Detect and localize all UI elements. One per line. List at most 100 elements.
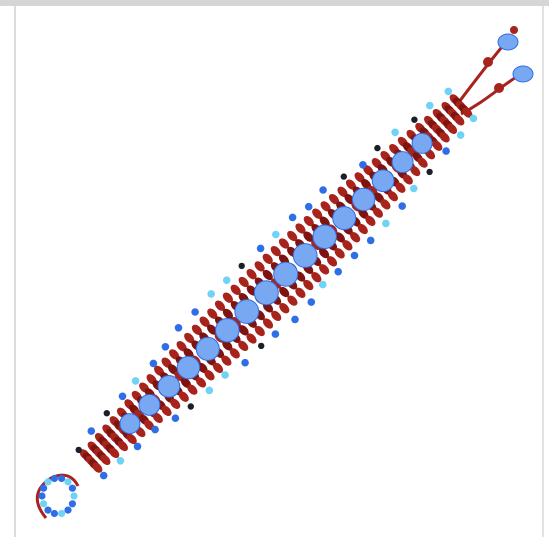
red-bead [279,286,290,298]
red-bead [191,324,202,335]
red-bead [279,303,290,314]
red-bead [303,231,314,242]
red-bead [402,174,413,185]
end-red-bead-2 [494,83,504,93]
clasp-loop-bead [40,500,48,508]
large-blue-bead [351,187,376,212]
red-bead [117,440,128,452]
red-bead [319,216,330,227]
red-bead [380,199,391,210]
large-blue-bead [312,224,337,250]
red-bead [262,253,273,264]
clasp-loop-bead [68,484,76,492]
end-red-bead-1 [483,57,493,67]
red-bead [287,295,298,306]
large-blue-bead [119,413,141,435]
accent-bead [187,403,194,410]
red-bead [319,247,330,259]
red-bead [144,419,155,431]
red-bead [278,238,290,249]
accent-bead [469,114,478,123]
accent-bead [359,161,367,169]
accent-bead [258,342,265,350]
tie-cord-2 [460,72,522,116]
accent-bead [411,116,418,123]
large-blue-bead [195,336,220,361]
red-bead [395,182,406,193]
red-bead [222,308,233,320]
clasp-loop-bead [64,506,72,514]
accent-bead [374,144,381,152]
clasp-loop-bead [38,492,46,500]
red-bead [417,157,428,168]
accent-bead [241,358,249,367]
accent-bead [444,87,453,96]
red-bead [230,284,241,295]
large-blue-bead [253,280,279,306]
accent-bead [116,457,125,465]
red-bead [254,325,265,337]
red-bead [238,340,249,352]
accent-bead [456,131,465,139]
accent-bead [174,324,183,332]
red-bead [358,208,369,219]
red-bead [295,287,306,298]
accent-bead [398,202,407,210]
red-bead [462,107,473,118]
accent-bead [149,359,158,368]
frame-right-border [542,6,544,537]
red-bead [221,355,232,366]
red-bead [246,333,257,344]
frame-left-border [14,6,16,537]
red-bead [169,349,180,360]
clasp-loop-bead [58,474,66,483]
red-bead [176,341,187,352]
accent-bead [133,442,142,451]
beaded-bracelet-illustration [35,26,534,519]
accent-bead [334,267,343,276]
large-blue-bead [176,355,201,380]
red-bead [365,215,376,226]
clasp-loop-bead [58,509,66,518]
accent-bead [426,168,433,176]
accent-bead [75,446,82,454]
red-bead [178,391,189,402]
red-bead [222,340,233,351]
large-blue-bead [234,299,260,324]
accent-bead [131,377,140,385]
red-bead [184,332,195,344]
accent-bead [205,386,214,395]
red-bead [207,308,218,319]
end-red-bead-3 [510,26,518,34]
red-bead [183,348,194,359]
clasp-loop-bead [44,478,52,486]
accent-bead-layer [38,87,478,518]
accent-bead [171,414,180,423]
red-bead [222,292,233,303]
accent-bead [410,184,418,193]
red-bead [454,115,465,126]
red-bead [439,132,450,143]
red-bead [199,316,210,327]
red-bead [334,248,345,259]
red-bead [295,223,306,234]
accent-bead [118,392,127,401]
large-blue-bead [157,374,181,398]
accent-bead [350,251,359,260]
large-bead-layer [119,26,534,435]
red-bead [238,325,249,336]
large-blue-bead [292,243,318,268]
red-bead [320,201,331,212]
red-bead [342,240,353,251]
accent-bead [221,371,229,379]
accent-bead [151,425,159,434]
clasp-loop-bead [70,492,78,500]
clasp-loop-bead [64,478,72,486]
red-bead [337,186,348,197]
clasp-loop-bead [68,500,76,508]
red-bead [100,454,111,466]
accent-bead [391,128,399,137]
red-bead [262,318,274,329]
red-bead [195,377,207,388]
